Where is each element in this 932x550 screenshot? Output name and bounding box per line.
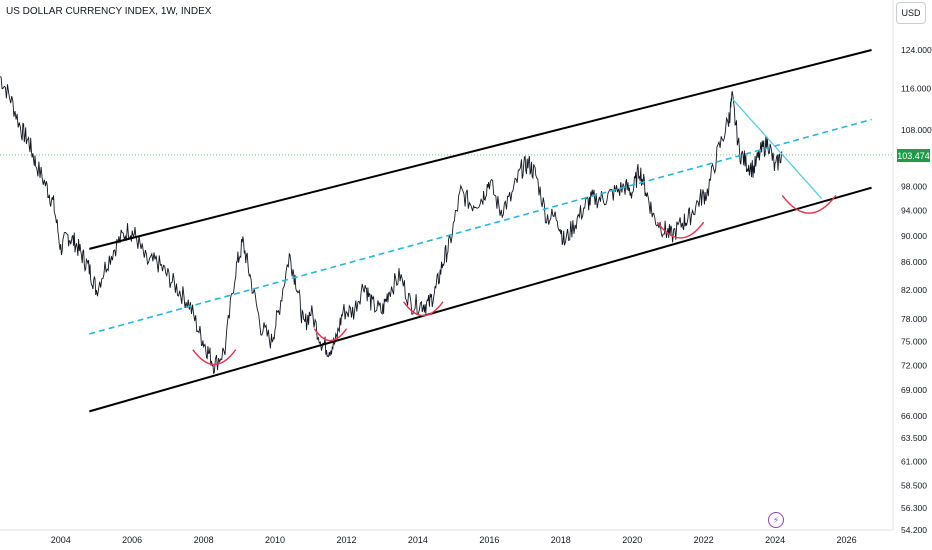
x-tick-label: 2014 [408,535,428,545]
y-tick-label: 98.000 [901,181,927,191]
cup-arc-3 [403,301,444,317]
y-tick-label: 108.000 [901,125,932,135]
last-price-label: 103.474 [897,149,930,162]
x-tick-label: 2010 [265,535,285,545]
cup-arc-4 [656,221,705,239]
x-tick-label: 2020 [622,535,642,545]
channel-upper-line [89,49,872,250]
y-tick-label: 63.500 [901,433,927,443]
x-tick-label: 2008 [194,535,214,545]
y-tick-label: 90.000 [901,231,927,241]
price-series-line [0,76,783,375]
y-tick-label: 94.000 [901,206,927,216]
x-tick-label: 2024 [765,535,785,545]
currency-button[interactable]: USD [896,2,926,24]
cup-arc-5 [781,195,837,214]
y-tick-label: 66.000 [901,411,927,421]
x-tick-label: 2012 [336,535,356,545]
x-tick-label: 2016 [479,535,499,545]
x-tick-label: 2006 [122,535,142,545]
y-tick-label: 82.000 [901,285,927,295]
cup-arc-1 [192,349,237,366]
cup-arc-2 [313,328,348,342]
x-tick-label: 2026 [837,535,857,545]
y-tick-label: 58.500 [901,481,927,491]
y-tick-label: 54.200 [901,525,927,535]
x-tick-label: 2018 [551,535,571,545]
y-tick-label: 75.000 [901,337,927,347]
y-tick-label: 116.000 [901,84,931,94]
x-tick-label: 2004 [51,535,71,545]
y-tick-label: 124.000 [901,45,932,55]
y-tick-label: 86.000 [901,257,927,267]
down-trendline [731,98,823,199]
y-tick-label: 61.000 [901,456,927,466]
lightning-icon[interactable]: ⚡ [768,512,784,528]
y-tick-label: 72.000 [901,360,927,370]
y-tick-label: 56.300 [901,503,927,513]
y-tick-label: 69.000 [901,385,927,395]
chart-title: US DOLLAR CURRENCY INDEX, 1W, INDEX [6,6,212,17]
x-tick-label: 2022 [694,535,714,545]
y-tick-label: 78.000 [901,314,927,324]
channel-midline [89,118,872,335]
channel-lower-line [89,186,872,413]
